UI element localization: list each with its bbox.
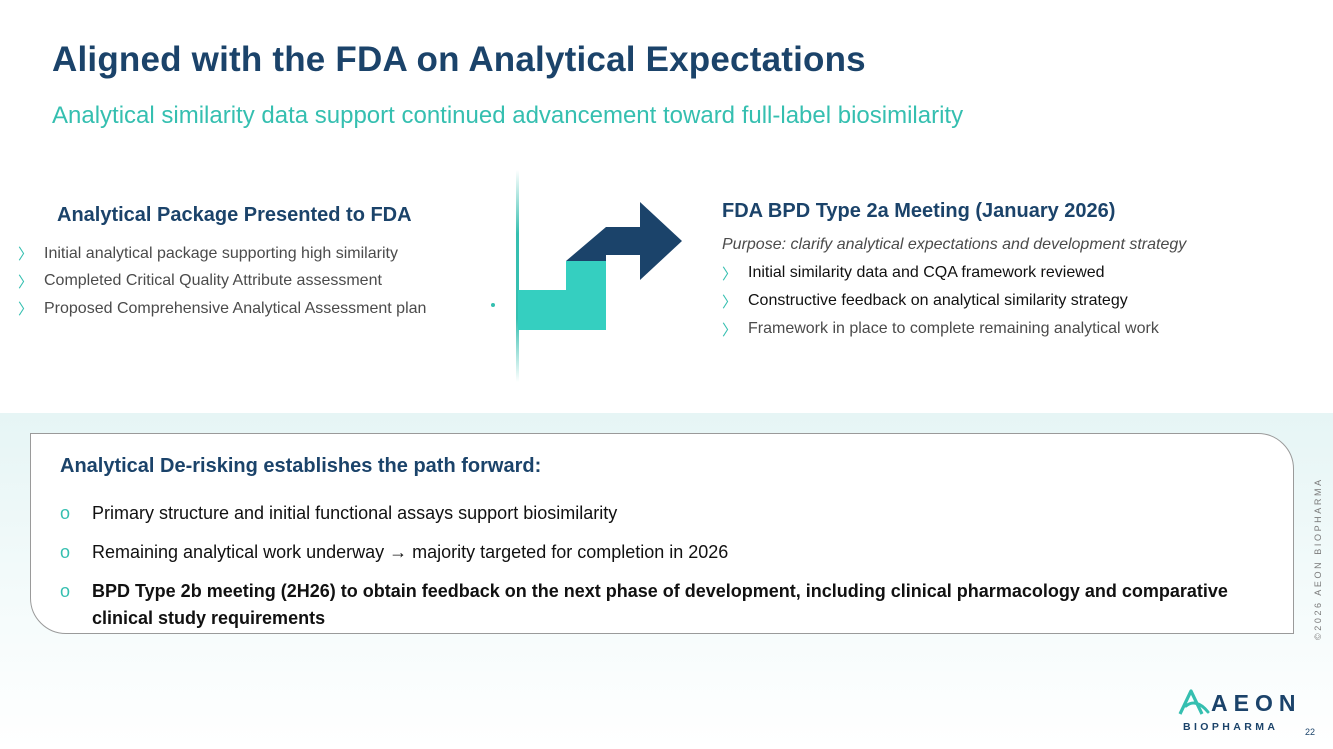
summary-box: Analytical De-risking establishes the pa… xyxy=(30,433,1294,634)
step-arrow-icon xyxy=(518,202,682,330)
right-panel-heading: FDA BPD Type 2a Meeting (January 2026) xyxy=(722,200,1116,222)
chevron-right-icon: 〉 xyxy=(722,321,738,339)
list-item: 〉 Initial analytical package supporting … xyxy=(18,240,426,268)
list-item-text: Framework in place to complete remaining… xyxy=(748,320,1159,337)
list-item-text: BPD Type 2b meeting (2H26) to obtain fee… xyxy=(92,581,1228,628)
list-item-text: Proposed Comprehensive Analytical Assess… xyxy=(44,299,427,317)
list-item-text: Primary structure and initial functional… xyxy=(92,503,618,523)
circle-bullet-icon: o xyxy=(60,542,71,562)
bullet-dot-icon xyxy=(491,303,495,307)
chevron-right-icon: 〉 xyxy=(18,273,34,291)
aeon-a-logo-icon xyxy=(1178,689,1210,715)
slide-subtitle: Analytical similarity data support conti… xyxy=(52,102,964,129)
purpose-statement: Purpose: clarify analytical expectations… xyxy=(722,236,1187,253)
list-item-text: Initial analytical package supporting hi… xyxy=(44,244,398,262)
list-item-text: Initial similarity data and CQA framewor… xyxy=(748,264,1105,281)
summary-heading: Analytical De-risking establishes the pa… xyxy=(60,455,542,477)
vertical-divider xyxy=(516,170,519,382)
slide-title: Aligned with the FDA on Analytical Expec… xyxy=(52,40,866,79)
chevron-right-icon: 〉 xyxy=(722,265,738,283)
list-item-text: Remaining analytical work underway → maj… xyxy=(92,542,729,562)
left-panel-list: 〉 Initial analytical package supporting … xyxy=(18,240,426,323)
summary-list: o Primary structure and initial function… xyxy=(60,500,1275,644)
left-panel-heading: Analytical Package Presented to FDA xyxy=(57,204,412,226)
list-item: 〉 Proposed Comprehensive Analytical Asse… xyxy=(18,295,426,323)
page-number: 22 xyxy=(1305,727,1316,737)
chevron-right-icon: 〉 xyxy=(722,293,738,311)
list-item: 〉 Framework in place to complete remaini… xyxy=(722,315,1159,343)
list-item-text: Constructive feedback on analytical simi… xyxy=(748,292,1128,309)
list-item: o Remaining analytical work underway → m… xyxy=(60,539,1275,566)
copyright-text: ©2026 AEON BIOPHARMA xyxy=(1313,477,1323,640)
circle-bullet-icon: o xyxy=(60,581,71,601)
list-item: o Primary structure and initial function… xyxy=(60,500,1275,527)
logo-wordmark: AEON xyxy=(1211,690,1302,716)
list-item: 〉 Completed Critical Quality Attribute a… xyxy=(18,268,426,296)
list-item: 〉 Constructive feedback on analytical si… xyxy=(722,287,1159,315)
right-panel-list: 〉 Initial similarity data and CQA framew… xyxy=(722,259,1159,343)
circle-bullet-icon: o xyxy=(60,503,71,523)
list-item: 〉 Initial similarity data and CQA framew… xyxy=(722,259,1159,287)
list-item-text: Completed Critical Quality Attribute ass… xyxy=(44,272,382,290)
list-item: o BPD Type 2b meeting (2H26) to obtain f… xyxy=(60,578,1275,632)
chevron-right-icon: 〉 xyxy=(18,246,34,264)
company-logo: AEON BIOPHARMA xyxy=(1178,688,1295,736)
logo-subtitle: BIOPHARMA xyxy=(1183,721,1279,733)
chevron-right-icon: 〉 xyxy=(18,301,34,319)
